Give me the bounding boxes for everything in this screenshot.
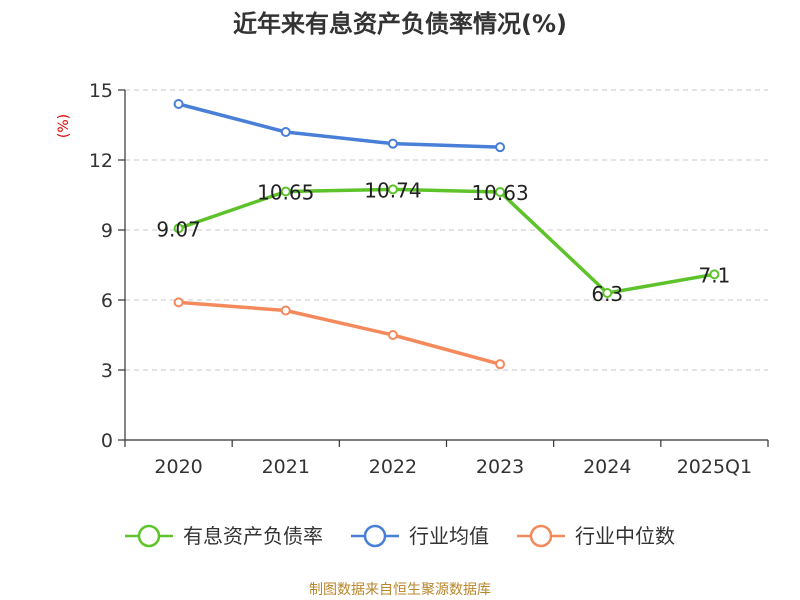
axes: 0 3 6 9 12 15 2020 2021 2022 2023 2024 2025Q1 [89,80,769,478]
legend: 有息资产负债率 行业均值 行业中位数 [125,524,675,548]
data-label: 10.63 [471,181,528,205]
legend-item[interactable]: 有息资产负债率 [125,524,323,548]
series-line [176,102,502,149]
data-point [173,223,184,234]
y-tick-label: 0 [101,430,113,452]
data-label: 7.1 [699,263,731,287]
data-point [280,305,291,316]
legend-label: 行业均值 [409,524,489,548]
x-tick-label: 2022 [369,456,417,478]
legend-label: 行业中位数 [575,524,675,548]
x-tick-label: 2023 [476,456,524,478]
data-point [387,138,398,149]
source-note: 制图数据来自恒生聚源数据库 [309,582,491,598]
data-point [495,359,506,370]
y-axis-label: (%) [56,114,72,138]
y-tick-label: 12 [89,150,113,172]
data-point [495,142,506,153]
data-labels: 9.07 10.65 10.74 10.63 6.3 7.1 [156,178,730,306]
data-label: 9.07 [156,217,201,241]
x-tick-label: 2020 [154,456,202,478]
legend-label: 有息资产负债率 [183,524,323,548]
y-tick-label: 15 [89,80,113,102]
data-point [173,297,184,308]
legend-item[interactable]: 行业均值 [351,524,489,548]
legend-swatch-marker [137,524,161,548]
data-label: 6.3 [591,282,623,306]
data-point [387,330,398,340]
grid-lines [125,89,768,371]
series-line [176,300,502,366]
series-lines [173,99,720,370]
legend-swatch-marker [529,524,553,548]
data-label: 10.74 [364,178,421,202]
data-point [709,269,720,280]
x-tick-label: 2021 [262,456,310,478]
legend-swatch-marker [363,524,387,548]
data-point [173,99,184,109]
y-tick-label: 9 [101,220,113,242]
x-tick-label: 2024 [583,456,631,478]
data-point [602,288,613,298]
chart-title: 近年来有息资产负债率情况(%) [233,10,567,38]
x-tick-label: 2025Q1 [677,456,752,478]
y-tick-label: 6 [101,290,113,312]
y-tick-label: 3 [101,360,113,382]
data-point [387,184,398,195]
data-point [280,186,291,197]
data-point [280,127,291,137]
series-line [176,187,717,295]
data-point [495,186,506,197]
data-label: 10.65 [257,181,314,205]
legend-item[interactable]: 行业中位数 [517,524,675,548]
